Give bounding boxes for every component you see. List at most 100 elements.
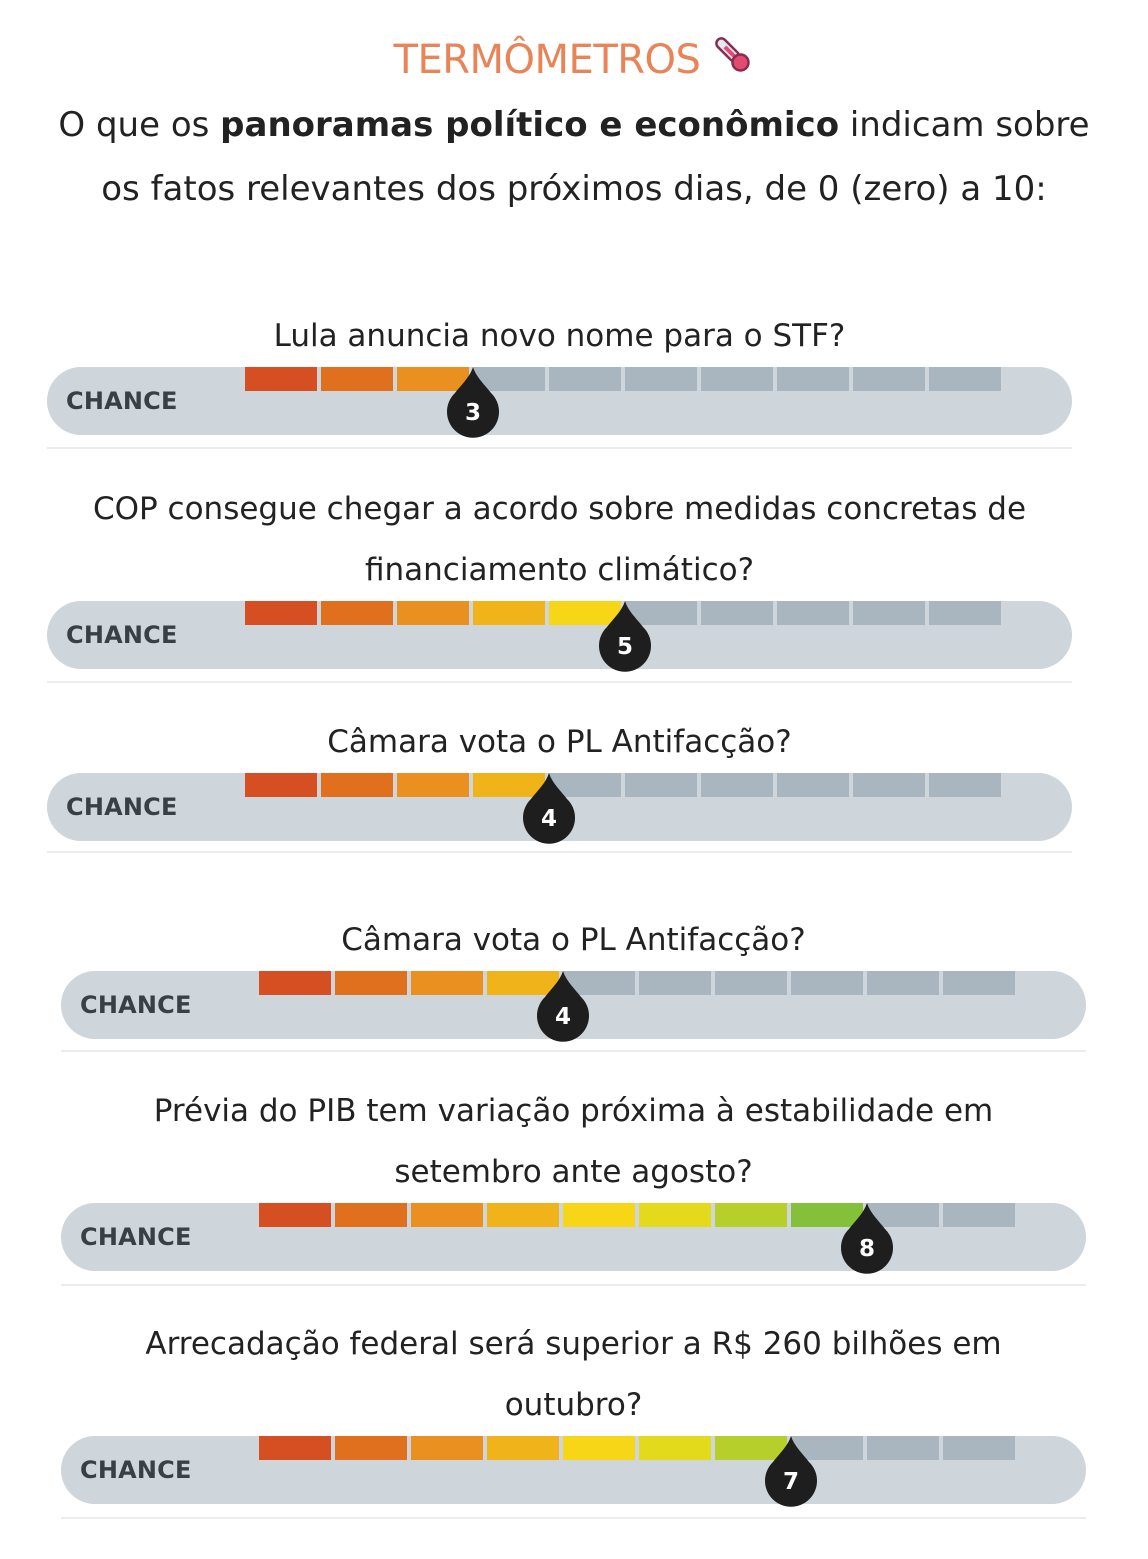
thermometer-item: Prévia do PIB tem variação próxima à est… [61, 1081, 1086, 1274]
scale-segment [487, 971, 559, 995]
chance-bar: CHANCE 4 [47, 773, 1072, 844]
scale-segment [639, 1203, 711, 1227]
scale-segment [625, 367, 697, 391]
scale-segment [867, 971, 939, 995]
scale-segment [563, 1203, 635, 1227]
item-question: COP consegue chegar a acordo sobre medid… [92, 491, 1027, 588]
scale-segment [791, 1203, 863, 1227]
subtitle-text-end: indicam sobre os fatos relevantes dos pr… [101, 104, 1090, 209]
value-pin: 7 [765, 1436, 817, 1508]
subtitle-text-start: O que os [58, 104, 221, 145]
subtitle-bold: panoramas político e econômico [220, 104, 840, 145]
item-question: Arrecadação federal será superior a R$ 2… [145, 1326, 1002, 1423]
scale-segment [245, 367, 317, 391]
scale-segment [853, 601, 925, 625]
value-pin: 3 [447, 367, 499, 439]
scale-segment [867, 1436, 939, 1460]
chance-value: 7 [782, 1469, 799, 1495]
chance-label: CHANCE [80, 1223, 192, 1251]
page-title: TERMÔMETROS [40, 30, 1108, 93]
scale-segment [321, 773, 393, 797]
thermometer-icon [710, 32, 754, 93]
scale-segment [777, 601, 849, 625]
item-question: Prévia do PIB tem variação próxima à est… [153, 1093, 994, 1190]
scale-segment [777, 367, 849, 391]
item-divider [61, 1050, 1086, 1052]
scale-segment [715, 971, 787, 995]
scale-segment [335, 1203, 407, 1227]
scale-segment [625, 773, 697, 797]
scale-segment [397, 367, 469, 391]
scale-segment [259, 971, 331, 995]
chance-label: CHANCE [80, 991, 192, 1019]
page-title-text: TERMÔMETROS [393, 37, 701, 83]
chance-label: CHANCE [66, 621, 178, 649]
chance-value: 3 [464, 400, 481, 426]
thermometer-item: Câmara vota o PL Antifacção? CHANCE 4 [47, 712, 1072, 844]
chance-bar: CHANCE 7 [61, 1436, 1086, 1507]
scale-segment [259, 1203, 331, 1227]
scale-segment [943, 1436, 1015, 1460]
scale-segment [715, 1436, 787, 1460]
header: TERMÔMETROS O que os panoramas político … [40, 30, 1108, 221]
scale-segment [563, 1436, 635, 1460]
scale-segment [411, 1203, 483, 1227]
chance-bar: CHANCE 4 [61, 971, 1086, 1042]
item-divider [47, 681, 1072, 683]
page-subtitle: O que os panoramas político e econômico … [40, 93, 1108, 221]
scale-segment [411, 1436, 483, 1460]
item-divider [47, 851, 1072, 853]
value-pin: 4 [523, 773, 575, 845]
scale-segment [473, 773, 545, 797]
chance-value: 5 [616, 634, 633, 660]
scale-segment [853, 773, 925, 797]
chance-label: CHANCE [66, 387, 178, 415]
scale-segment [549, 601, 621, 625]
scale-segment [701, 773, 773, 797]
item-question: Câmara vota o PL Antifacção? [341, 922, 806, 958]
chance-value: 4 [554, 1004, 571, 1030]
scale-segment [321, 367, 393, 391]
scale-segment [397, 601, 469, 625]
scale-segment [929, 773, 1001, 797]
scale-segment [487, 1203, 559, 1227]
scale-segment [549, 367, 621, 391]
scale-segment [929, 367, 1001, 391]
scale-segment [777, 773, 849, 797]
scale-segment [853, 367, 925, 391]
scale-segment [791, 971, 863, 995]
thermometer-item: Lula anuncia novo nome para o STF? CHANC… [47, 306, 1072, 438]
value-pin: 4 [537, 971, 589, 1043]
scale-segment [397, 773, 469, 797]
item-question: Câmara vota o PL Antifacção? [327, 724, 792, 760]
scale-segment [335, 1436, 407, 1460]
scale-segment [639, 971, 711, 995]
thermometer-item: Câmara vota o PL Antifacção? CHANCE 4 [61, 910, 1086, 1042]
scale-segment [701, 601, 773, 625]
scale-segment [245, 773, 317, 797]
thermometer-item: COP consegue chegar a acordo sobre medid… [47, 479, 1072, 672]
item-divider [61, 1517, 1086, 1519]
chance-bar: CHANCE 3 [47, 367, 1072, 438]
scale-segment [335, 971, 407, 995]
scale-segment [929, 601, 1001, 625]
chance-value: 8 [858, 1236, 875, 1262]
chance-value: 4 [540, 806, 557, 832]
scale-segment [321, 601, 393, 625]
item-question: Lula anuncia novo nome para o STF? [273, 318, 846, 354]
chance-bar: CHANCE 5 [47, 601, 1072, 672]
chance-bar: CHANCE 8 [61, 1203, 1086, 1274]
scale-segment [473, 601, 545, 625]
scale-segment [245, 601, 317, 625]
value-pin: 5 [599, 601, 651, 673]
thermometer-item: Arrecadação federal será superior a R$ 2… [61, 1314, 1086, 1507]
chance-label: CHANCE [66, 793, 178, 821]
scale-segment [487, 1436, 559, 1460]
scale-segment [701, 367, 773, 391]
scale-segment [943, 971, 1015, 995]
value-pin: 8 [841, 1203, 893, 1275]
item-divider [47, 447, 1072, 449]
scale-segment [259, 1436, 331, 1460]
item-divider [61, 1284, 1086, 1286]
scale-segment [943, 1203, 1015, 1227]
